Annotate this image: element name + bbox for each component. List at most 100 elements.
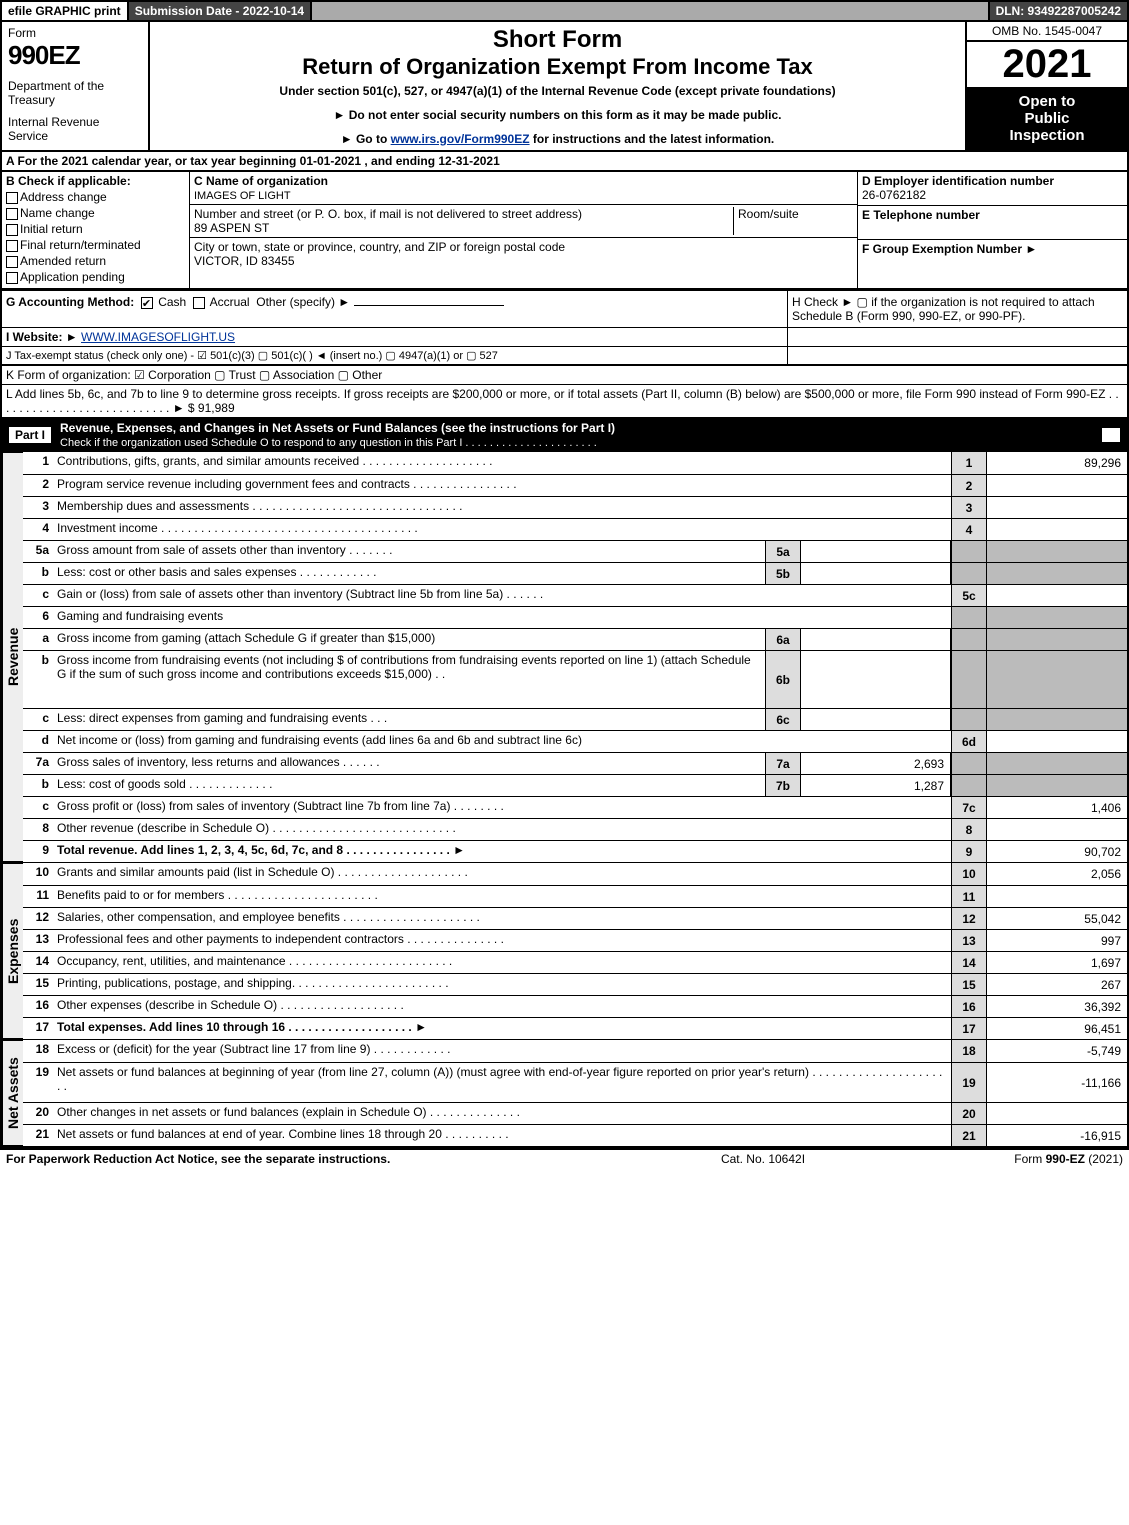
submission-date: Submission Date - 2022-10-14 <box>129 2 312 20</box>
ssn-warning: ► Do not enter social security numbers o… <box>158 108 957 122</box>
line-5c: cGain or (loss) from sale of assets othe… <box>23 584 1127 606</box>
city-label: City or town, state or province, country… <box>194 240 565 254</box>
efile-print-label[interactable]: efile GRAPHIC print <box>2 2 129 20</box>
room-suite-label: Room/suite <box>733 207 853 235</box>
line-21: 21Net assets or fund balances at end of … <box>23 1124 1127 1146</box>
line-1: 1Contributions, gifts, grants, and simil… <box>23 452 1127 474</box>
line-6c: cLess: direct expenses from gaming and f… <box>23 708 1127 730</box>
line-20: 20Other changes in net assets or fund ba… <box>23 1102 1127 1124</box>
expenses-section: Expenses 10Grants and similar amounts pa… <box>0 863 1129 1040</box>
line-l-amount: $ 91,989 <box>188 401 235 415</box>
line-6b: bGross income from fundraising events (n… <box>23 650 1127 708</box>
telephone-row: E Telephone number <box>858 206 1127 240</box>
line-6: 6Gaming and fundraising events <box>23 606 1127 628</box>
part-1-checkbox[interactable]: ☑ <box>1101 427 1121 443</box>
line-9: 9Total revenue. Add lines 1, 2, 3, 4, 5c… <box>23 840 1127 862</box>
street-label: Number and street (or P. O. box, if mail… <box>194 207 582 221</box>
form-header-left: Form 990EZ Department of the Treasury In… <box>2 22 150 150</box>
group-exemption-row: F Group Exemption Number ► <box>858 240 1127 274</box>
org-name: IMAGES OF LIGHT <box>194 190 291 202</box>
line-6d: dNet income or (loss) from gaming and fu… <box>23 730 1127 752</box>
line-7a: 7aGross sales of inventory, less returns… <box>23 752 1127 774</box>
website-link[interactable]: WWW.IMAGESOFLIGHT.US <box>81 330 235 344</box>
part-1-title: Revenue, Expenses, and Changes in Net As… <box>60 421 1095 449</box>
street-value: 89 ASPEN ST <box>194 221 269 235</box>
footer-left: For Paperwork Reduction Act Notice, see … <box>6 1152 623 1166</box>
net-assets-section: Net Assets 18Excess or (deficit) for the… <box>0 1040 1129 1148</box>
top-bar-spacer <box>312 2 987 20</box>
line-5a: 5aGross amount from sale of assets other… <box>23 540 1127 562</box>
section-d-e-f: D Employer identification number 26-0762… <box>857 172 1127 288</box>
c-label: C Name of organization <box>194 174 328 188</box>
line-10: 10Grants and similar amounts paid (list … <box>23 863 1127 885</box>
line-g: G Accounting Method: Cash Accrual Other … <box>2 291 787 327</box>
netassets-vlabel: Net Assets <box>2 1040 23 1146</box>
line-16: 16Other expenses (describe in Schedule O… <box>23 995 1127 1017</box>
dln-label: DLN: 93492287005242 <box>988 2 1127 20</box>
section-a: A For the 2021 calendar year, or tax yea… <box>0 152 1129 171</box>
chk-address-change[interactable]: Address change <box>6 190 185 204</box>
line-8: 8Other revenue (describe in Schedule O) … <box>23 818 1127 840</box>
line-17: 17Total expenses. Add lines 10 through 1… <box>23 1017 1127 1039</box>
line-i: I Website: ► WWW.IMAGESOFLIGHT.US <box>0 327 1129 346</box>
org-name-row: C Name of organization IMAGES OF LIGHT <box>190 172 857 205</box>
omb-number: OMB No. 1545-0047 <box>967 22 1127 42</box>
footer-right: Form 990-EZ (2021) <box>903 1152 1123 1166</box>
line-k: K Form of organization: ☑ Corporation ▢ … <box>0 364 1129 385</box>
ein-label: D Employer identification number <box>862 174 1123 188</box>
line-2: 2Program service revenue including gover… <box>23 474 1127 496</box>
city-value: VICTOR, ID 83455 <box>194 254 295 268</box>
chk-amended-return[interactable]: Amended return <box>6 254 185 268</box>
subtitle: Under section 501(c), 527, or 4947(a)(1)… <box>158 84 957 98</box>
part-1-header: Part I Revenue, Expenses, and Changes in… <box>0 418 1129 452</box>
chk-accrual[interactable] <box>193 297 205 309</box>
form-number: 990EZ <box>8 40 142 71</box>
line-g-h: G Accounting Method: Cash Accrual Other … <box>0 290 1129 327</box>
identification-box: B Check if applicable: Address change Na… <box>0 171 1129 290</box>
page-footer: For Paperwork Reduction Act Notice, see … <box>0 1148 1129 1168</box>
footer-mid: Cat. No. 10642I <box>623 1152 903 1166</box>
telephone-label: E Telephone number <box>862 208 1123 222</box>
line-6a: aGross income from gaming (attach Schedu… <box>23 628 1127 650</box>
line-15: 15Printing, publications, postage, and s… <box>23 973 1127 995</box>
line-13: 13Professional fees and other payments t… <box>23 929 1127 951</box>
line-12: 12Salaries, other compensation, and empl… <box>23 907 1127 929</box>
goto-line: ► Go to www.irs.gov/Form990EZ for instru… <box>158 132 957 146</box>
ein-row: D Employer identification number 26-0762… <box>858 172 1127 206</box>
chk-application-pending[interactable]: Application pending <box>6 270 185 284</box>
chk-cash[interactable] <box>141 297 153 309</box>
line-7b: bLess: cost of goods sold . . . . . . . … <box>23 774 1127 796</box>
group-exemption-label: F Group Exemption Number ► <box>862 242 1123 256</box>
form-header: Form 990EZ Department of the Treasury In… <box>0 22 1129 152</box>
chk-name-change[interactable]: Name change <box>6 206 185 220</box>
form-header-mid: Short Form Return of Organization Exempt… <box>150 22 967 150</box>
chk-final-return[interactable]: Final return/terminated <box>6 238 185 252</box>
line-19: 19Net assets or fund balances at beginni… <box>23 1062 1127 1102</box>
expenses-vlabel: Expenses <box>2 863 23 1039</box>
section-b: B Check if applicable: Address change Na… <box>2 172 190 288</box>
title-return-exempt: Return of Organization Exempt From Incom… <box>158 54 957 80</box>
line-18: 18Excess or (deficit) for the year (Subt… <box>23 1040 1127 1062</box>
revenue-section: Revenue 1Contributions, gifts, grants, a… <box>0 452 1129 863</box>
part-1-label: Part I <box>8 426 52 444</box>
city-row: City or town, state or province, country… <box>190 238 857 288</box>
chk-initial-return[interactable]: Initial return <box>6 222 185 236</box>
line-11: 11Benefits paid to or for members . . . … <box>23 885 1127 907</box>
line-h: H Check ► ▢ if the organization is not r… <box>787 291 1127 327</box>
line-5b: bLess: cost or other basis and sales exp… <box>23 562 1127 584</box>
line-l: L Add lines 5b, 6c, and 7b to line 9 to … <box>0 385 1129 418</box>
form-header-right: OMB No. 1545-0047 2021 Open to Public In… <box>967 22 1127 150</box>
tax-year: 2021 <box>967 42 1127 87</box>
form-label: Form <box>8 26 142 40</box>
dept-treasury: Department of the Treasury <box>8 79 142 107</box>
line-14: 14Occupancy, rent, utilities, and mainte… <box>23 951 1127 973</box>
top-bar: efile GRAPHIC print Submission Date - 20… <box>0 0 1129 22</box>
open-to-public: Open to Public Inspection <box>967 87 1127 150</box>
line-4: 4Investment income . . . . . . . . . . .… <box>23 518 1127 540</box>
line-7c: cGross profit or (loss) from sales of in… <box>23 796 1127 818</box>
revenue-vlabel: Revenue <box>2 452 23 862</box>
title-short-form: Short Form <box>158 26 957 54</box>
dept-irs: Internal Revenue Service <box>8 115 142 143</box>
irs-link[interactable]: www.irs.gov/Form990EZ <box>391 132 530 146</box>
section-c: C Name of organization IMAGES OF LIGHT N… <box>190 172 857 288</box>
